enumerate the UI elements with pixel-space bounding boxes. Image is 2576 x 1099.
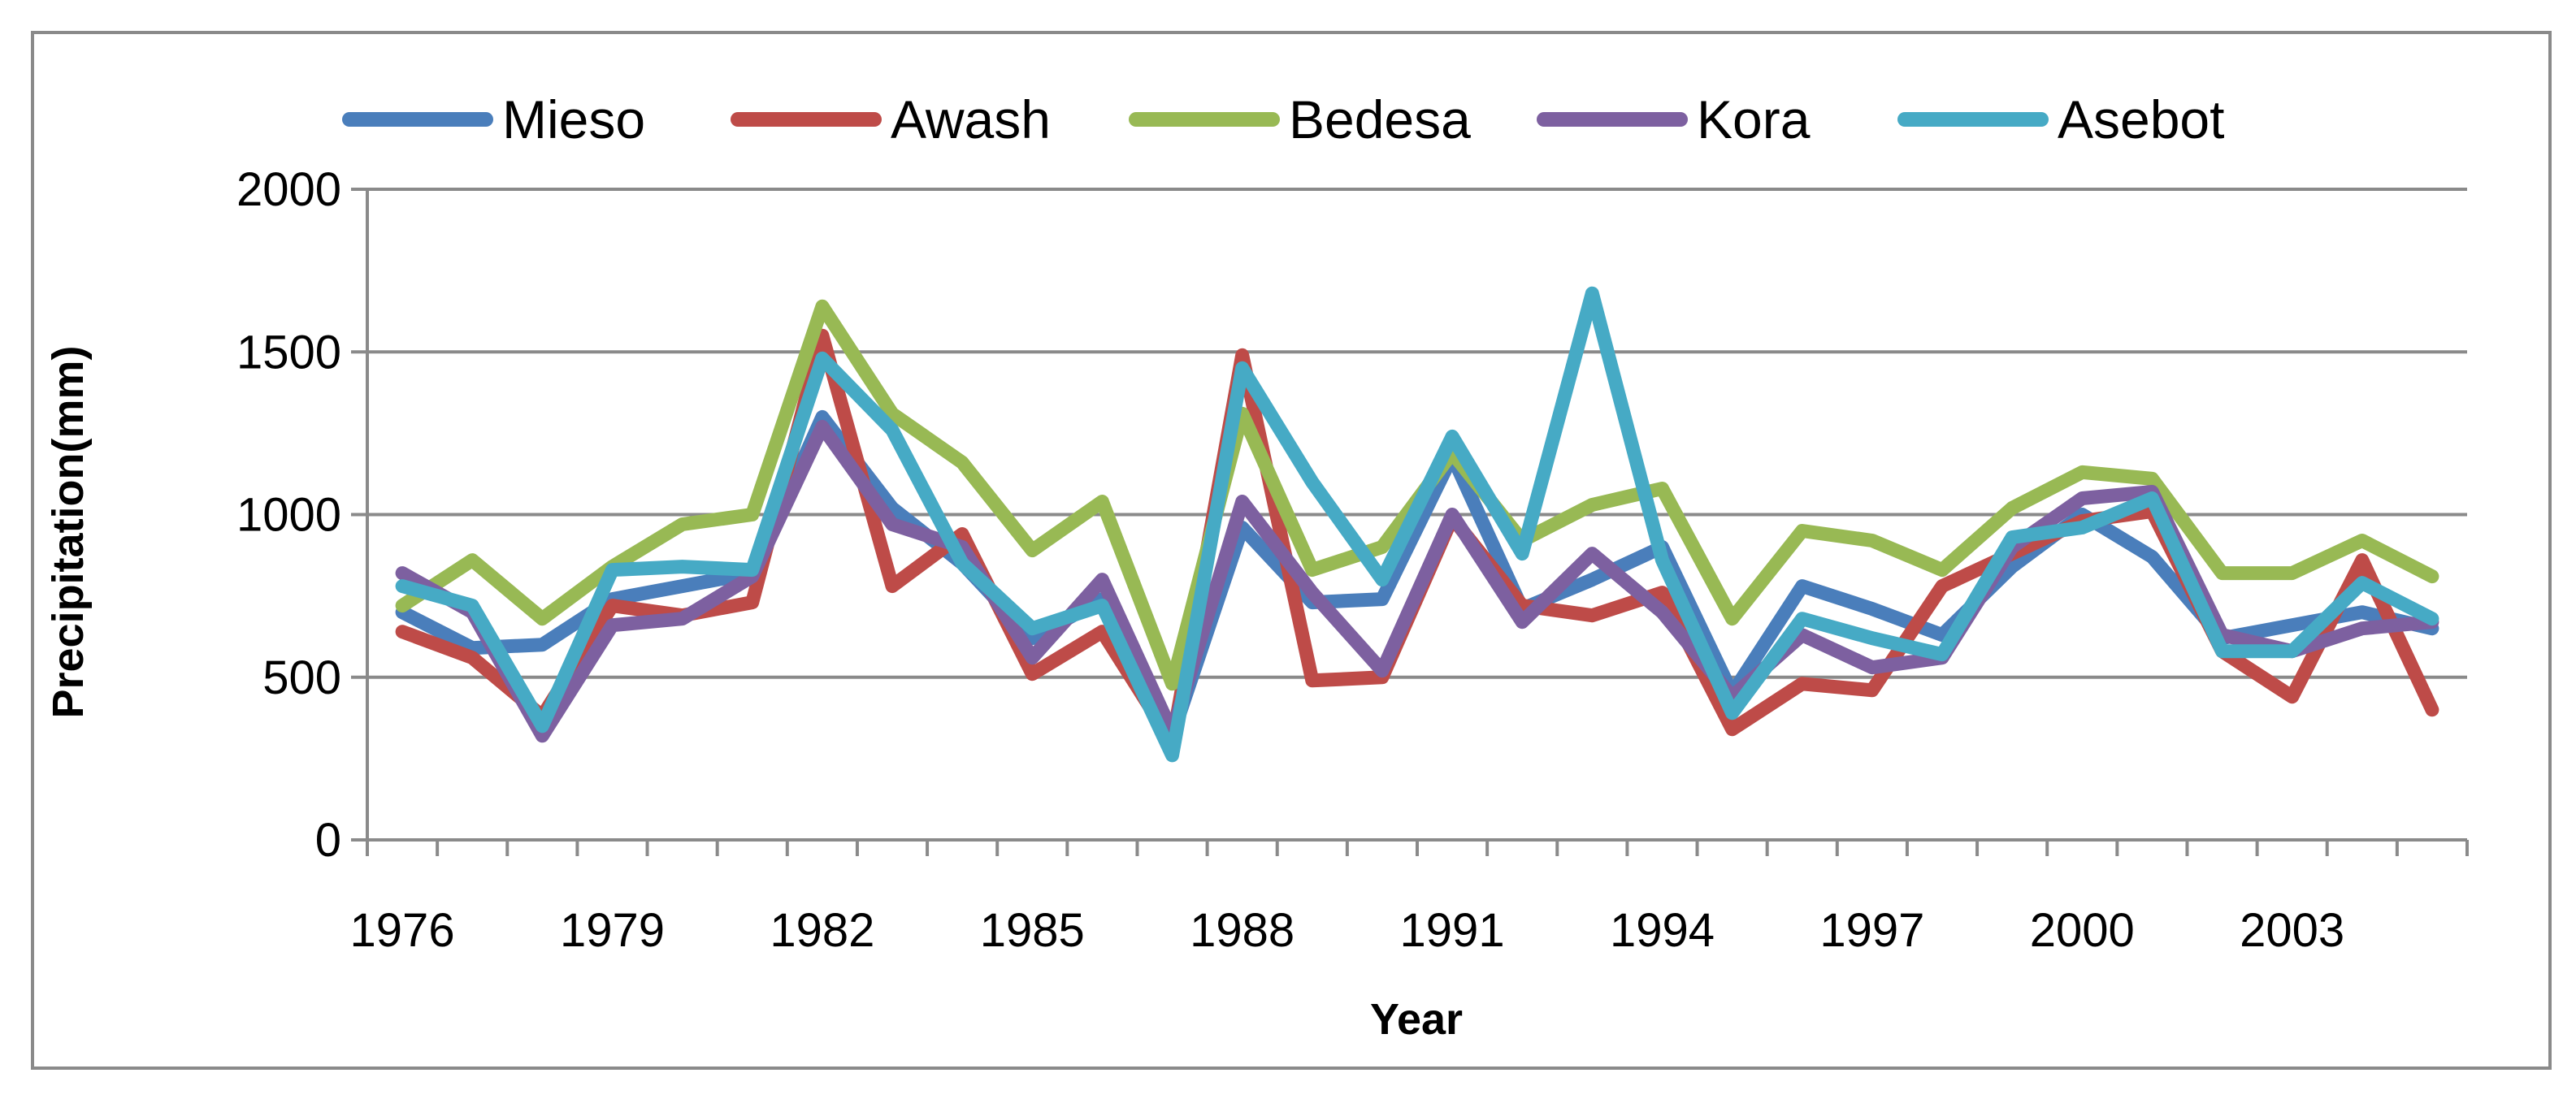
legend-label-bedesa: Bedesa xyxy=(1289,89,1471,149)
x-tick-label: 1979 xyxy=(560,904,665,957)
series-line-asebot xyxy=(395,286,2439,763)
x-tick-label: 1982 xyxy=(770,904,874,957)
legend: Mieso Awash Bedesa Kora Asebot xyxy=(342,89,2224,149)
legend-label-awash: Awash xyxy=(891,89,1051,149)
x-axis-title: Year xyxy=(1370,995,1463,1044)
x-tick-label: 2003 xyxy=(2240,904,2344,957)
legend-label-mieso: Mieso xyxy=(502,89,645,149)
x-tick-label: 1985 xyxy=(980,904,1085,957)
x-tick-label: 2000 xyxy=(2030,904,2135,957)
y-axis-title: Precipitation(mm) xyxy=(44,345,93,718)
y-tick-label: 0 xyxy=(315,814,341,867)
axes: 0 500 1000 1500 2000 1976 1979 1982 1985 1988 1991… xyxy=(236,163,2469,957)
y-tick-label: 1000 xyxy=(236,489,341,542)
legend-label-asebot: Asebot xyxy=(2058,89,2224,149)
x-tick-label: 1976 xyxy=(350,904,455,957)
series-lines xyxy=(395,286,2439,763)
y-tick-label: 500 xyxy=(262,651,341,704)
x-tick-label: 1997 xyxy=(1819,904,1924,957)
y-tick-label: 2000 xyxy=(236,163,341,216)
y-tick-label: 1500 xyxy=(236,326,341,379)
legend-label-kora: Kora xyxy=(1697,89,1811,149)
x-tick-label: 1988 xyxy=(1190,904,1295,957)
x-tick-label: 1994 xyxy=(1610,904,1715,957)
x-tick-label: 1991 xyxy=(1400,904,1505,957)
series-line-kora xyxy=(395,419,2439,743)
